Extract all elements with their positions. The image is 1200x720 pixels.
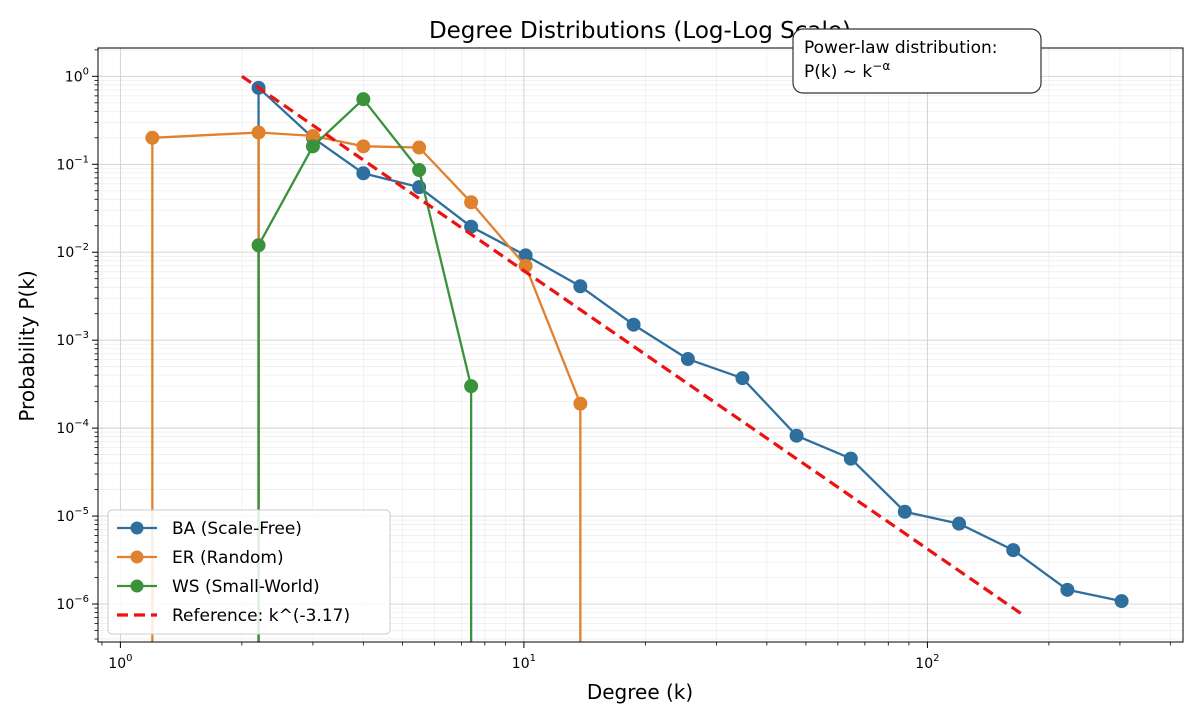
y-tick-label: 10−4: [56, 418, 89, 437]
legend-item: Reference: k^(-3.17): [117, 606, 350, 626]
data-point: [897, 504, 912, 519]
data-point: [412, 163, 427, 178]
legend: BA (Scale-Free) ER (Random) WS (Small-Worl…: [107, 509, 391, 635]
ticks-layer: 100 101 102 100 10−1 10−2 10−3 10−4 10−5 10−6: [56, 49, 1171, 672]
data-point: [843, 451, 858, 466]
annotation-line2-superscript: −α: [872, 59, 890, 73]
data-point: [735, 371, 750, 386]
data-point: [789, 428, 804, 443]
x-axis-label: Degree (k): [587, 680, 693, 704]
data-point: [356, 166, 371, 181]
data-point: [356, 139, 371, 154]
data-point: [412, 140, 427, 155]
data-point: [573, 396, 588, 411]
y-tick-label: 10−3: [56, 330, 89, 349]
plot-frame: [97, 47, 1184, 643]
y-tick-label: 10−6: [56, 594, 89, 613]
annotation-line2-text: P(k) ~ k: [804, 62, 872, 82]
data-point: [573, 279, 588, 294]
legend-label: ER (Random): [172, 548, 284, 568]
data-point: [1114, 594, 1129, 609]
legend-frame: [107, 509, 391, 635]
data-point: [464, 379, 479, 394]
annotation-frame: [792, 28, 1042, 94]
annotation-line1: Power-law distribution:: [804, 38, 998, 58]
data-point: [464, 195, 479, 210]
legend-label: WS (Small-World): [172, 577, 320, 597]
y-tick-label: 10−1: [56, 154, 89, 173]
legend-marker: [130, 579, 144, 593]
x-tick-label: 101: [512, 653, 536, 672]
legend-item: WS (Small-World): [117, 577, 320, 597]
legend-marker: [130, 521, 144, 535]
legend-item: BA (Scale-Free): [117, 519, 302, 539]
data-point: [680, 352, 695, 367]
data-point: [305, 139, 320, 154]
chart-title: Degree Distributions (Log-Log Scale): [429, 18, 851, 44]
data-point: [952, 516, 967, 531]
data-point: [251, 238, 266, 253]
data-point: [626, 317, 641, 332]
y-tick-label: 10−2: [56, 242, 89, 261]
legend-label: Reference: k^(-3.17): [172, 606, 350, 626]
data-point: [1006, 543, 1021, 558]
x-tick-label: 100: [108, 653, 132, 672]
legend-marker: [130, 550, 144, 564]
series-line: [152, 131, 582, 405]
data-point: [1060, 582, 1075, 597]
data-point: [356, 92, 371, 107]
series-line: [240, 74, 1027, 618]
annotation-line2: P(k) ~ k−α: [804, 59, 890, 82]
legend-item: ER (Random): [117, 548, 284, 568]
series-3: [240, 74, 1027, 618]
data-point: [145, 130, 160, 145]
annotation-box: Power-law distribution: P(k) ~ k−α: [792, 28, 1042, 94]
legend-label: BA (Scale-Free): [172, 519, 302, 539]
data-point: [251, 125, 266, 140]
y-axis-label: Probability P(k): [15, 270, 39, 421]
y-tick-label: 10−5: [56, 506, 89, 525]
y-tick-label: 100: [65, 66, 89, 85]
x-tick-label: 102: [915, 653, 939, 672]
